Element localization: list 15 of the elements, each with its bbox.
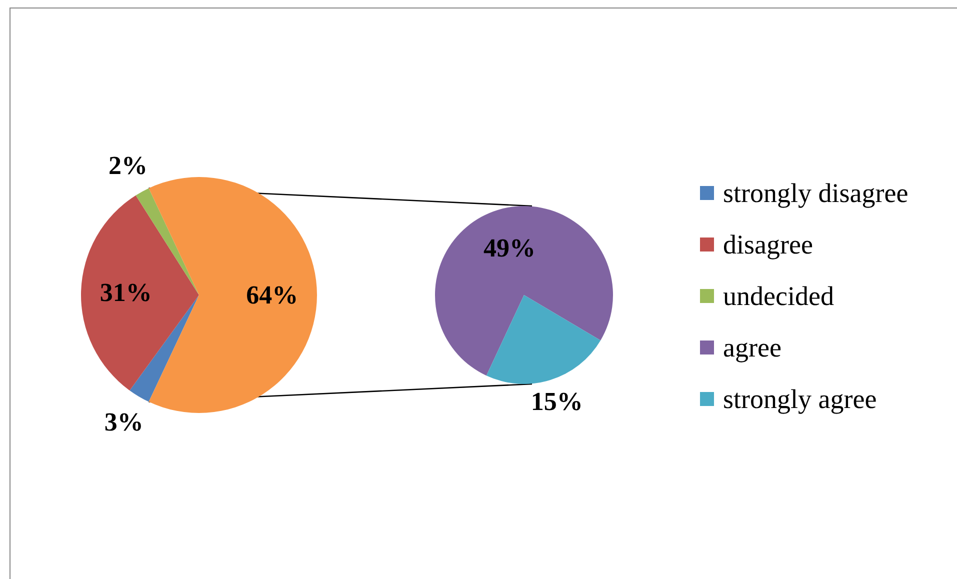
- pie-slice: [486, 295, 601, 384]
- legend-label: agree: [723, 332, 782, 362]
- legend-label: disagree: [723, 230, 813, 260]
- data-label: 2%: [108, 151, 148, 180]
- data-label: 15%: [530, 386, 583, 416]
- legend-label: undecided: [723, 281, 834, 311]
- pie-slice: [81, 195, 199, 390]
- data-label: 3%: [104, 407, 144, 436]
- data-label: 31%: [100, 278, 152, 308]
- pie-slice: [435, 206, 613, 376]
- data-label: 64%: [246, 280, 298, 310]
- legend-label: strongly disagree: [723, 178, 908, 208]
- pie-slice: [148, 177, 317, 413]
- data-label: 49%: [484, 234, 536, 263]
- legend-label: strongly agree: [723, 384, 877, 414]
